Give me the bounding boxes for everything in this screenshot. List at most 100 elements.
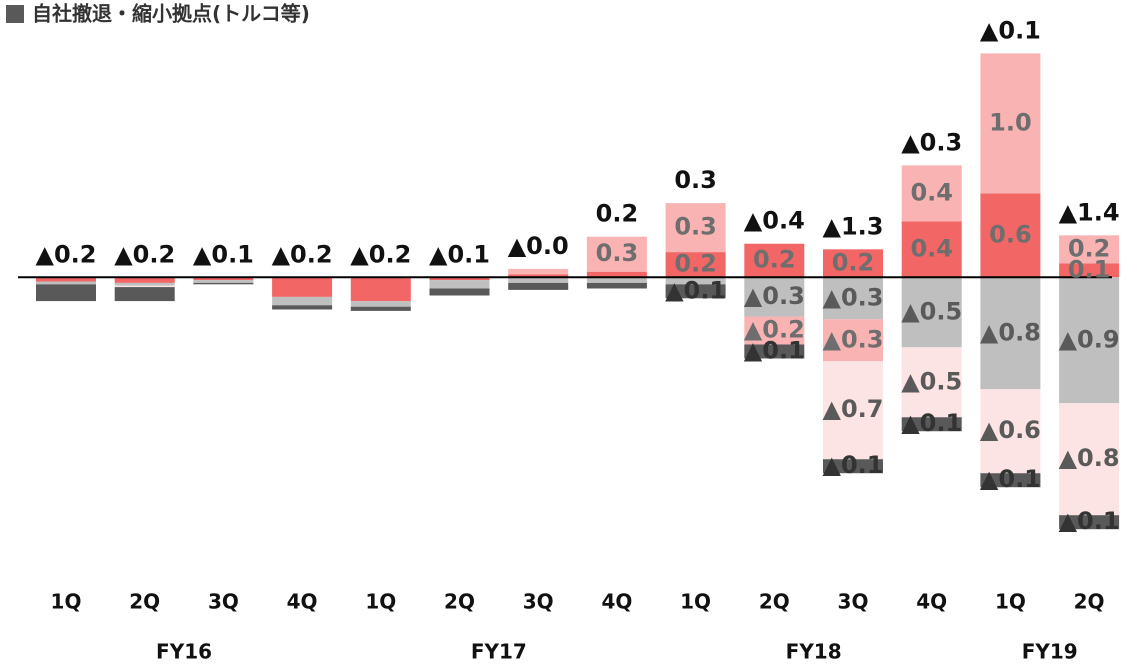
bar-segment <box>272 296 333 306</box>
bar-segment <box>823 361 883 460</box>
bar-segment <box>586 282 647 289</box>
x-tick-label: 2Q <box>759 590 790 614</box>
bar-segment <box>823 459 883 474</box>
x-tick-label: 3Q <box>208 590 239 614</box>
value-label: ▲0.8 <box>980 318 1041 346</box>
bar-segment <box>665 277 726 285</box>
bar-segment <box>193 277 254 281</box>
value-label: 0.6 <box>989 220 1032 248</box>
x-tick-label: 4Q <box>287 590 318 614</box>
bar-segment <box>823 249 883 278</box>
x-tick-label: 2Q <box>444 590 475 614</box>
value-label: ▲0.5 <box>901 367 962 395</box>
bar-segment <box>350 306 411 311</box>
value-label: ▲0.3 <box>744 282 805 310</box>
bar-segment <box>114 285 175 288</box>
value-label: 1.0 <box>989 108 1032 136</box>
bar-segment <box>429 277 490 281</box>
value-label: 0.4 <box>910 178 953 206</box>
bar-segment <box>823 277 883 320</box>
value-label: ▲0.8 <box>1059 444 1120 472</box>
total-label: ▲0.2 <box>114 240 175 268</box>
bar-segment <box>193 282 254 285</box>
value-label: ▲0.1 <box>901 409 962 437</box>
total-label: 0.2 <box>596 200 639 228</box>
x-tick-label: 4Q <box>601 590 632 614</box>
bar-segment <box>586 271 647 278</box>
bar-segment <box>114 282 175 286</box>
bar-segment <box>36 277 96 282</box>
bar-segment <box>114 287 175 302</box>
bar-segment <box>508 282 569 290</box>
bar-segment <box>980 193 1041 278</box>
bar-segment <box>744 277 805 317</box>
x-tick-label: 2Q <box>1074 590 1105 614</box>
value-label: ▲0.3 <box>823 325 884 353</box>
total-label: ▲0.1 <box>193 240 254 268</box>
bar-segment <box>350 277 411 302</box>
value-label: 0.2 <box>674 250 717 278</box>
bar-segment <box>1059 235 1120 264</box>
bar-segment <box>980 473 1041 488</box>
x-tick-label: 1Q <box>365 590 396 614</box>
value-label: 0.1 <box>1068 255 1111 283</box>
bar-segment <box>980 277 1041 390</box>
x-tick-label: 3Q <box>523 590 554 614</box>
value-label: ▲0.6 <box>980 416 1041 444</box>
value-label: ▲0.2 <box>744 315 805 343</box>
group-label: FY19 <box>1022 640 1078 664</box>
bar-segment <box>980 53 1041 194</box>
total-label: ▲1.4 <box>1059 198 1120 226</box>
bar-segment <box>744 243 805 278</box>
bar-segment <box>350 301 411 307</box>
bar-segment <box>36 281 96 285</box>
bar-segment <box>272 305 333 310</box>
x-tick-label: 1Q <box>995 590 1026 614</box>
bar-segment <box>901 221 962 278</box>
total-label: ▲0.2 <box>272 240 333 268</box>
total-label: ▲0.1 <box>429 240 490 268</box>
total-label: ▲0.4 <box>744 207 805 235</box>
total-label: ▲1.3 <box>823 212 884 240</box>
total-label: ▲0.3 <box>901 128 962 156</box>
bar-segment <box>980 389 1041 474</box>
bar-segment <box>1059 263 1120 278</box>
group-label: FY18 <box>786 640 842 664</box>
total-label: ▲0.0 <box>508 232 569 260</box>
group-label: FY17 <box>471 640 527 664</box>
bar-segment <box>508 277 569 283</box>
value-label: ▲0.1 <box>744 336 805 364</box>
x-tick-label: 1Q <box>51 590 82 614</box>
bar-segment <box>114 277 175 283</box>
bar-segment <box>744 344 805 359</box>
bar-segment <box>429 280 490 289</box>
value-label: 0.2 <box>1068 234 1111 262</box>
value-label: ▲0.1 <box>823 451 884 479</box>
bar-segment <box>36 284 96 302</box>
total-label: ▲0.1 <box>980 16 1041 44</box>
value-label: ▲0.9 <box>1059 325 1120 353</box>
bar-segment <box>429 288 490 296</box>
bar-segment <box>823 319 883 362</box>
bar-segment <box>508 274 569 278</box>
bar-segment <box>665 284 726 299</box>
value-label: ▲0.7 <box>823 395 884 423</box>
bar-segment <box>508 268 569 275</box>
bar-segment <box>272 277 333 297</box>
value-label: ▲0.5 <box>901 297 962 325</box>
value-label: 0.2 <box>753 246 796 274</box>
total-label: ▲0.2 <box>36 240 97 268</box>
value-label: ▲0.1 <box>980 465 1041 493</box>
bar-segment <box>1059 403 1120 516</box>
value-label: 0.2 <box>832 248 875 276</box>
legend-swatch <box>6 5 24 23</box>
bar-segment <box>665 203 726 253</box>
bar-segment <box>744 316 805 345</box>
bar-segment <box>1059 277 1120 404</box>
x-tick-label: 3Q <box>838 590 869 614</box>
bar-segment <box>586 236 647 272</box>
value-label: 0.4 <box>910 234 953 262</box>
group-label: FY16 <box>156 640 212 664</box>
bar-segment <box>901 417 962 432</box>
